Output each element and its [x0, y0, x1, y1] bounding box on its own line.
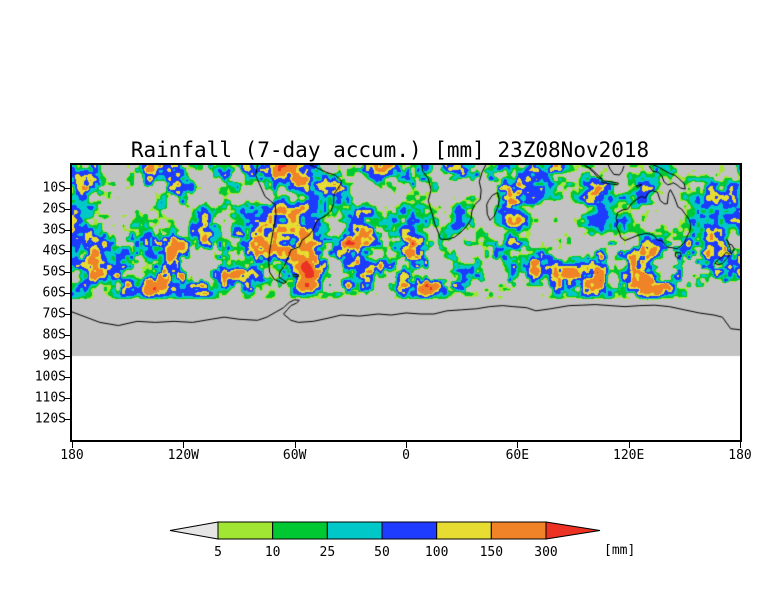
x-tick-label: 120E	[613, 448, 645, 463]
rainfall-map-canvas	[72, 165, 740, 440]
y-axis-tick	[64, 314, 70, 315]
x-axis-tick	[294, 442, 296, 448]
colorbar-level-label: 10	[265, 545, 281, 560]
colorbar: 5 10 25 50 100 150 300	[169, 521, 601, 560]
y-tick-label: 120S	[34, 411, 66, 427]
colorbar-segment	[490, 521, 547, 540]
y-tick-label: 30S	[42, 222, 66, 238]
colorbar-level-label: 150	[480, 545, 503, 560]
y-tick-label: 60S	[42, 285, 66, 301]
y-axis-tick	[64, 230, 70, 231]
y-tick-label: 80S	[42, 327, 66, 343]
y-axis-tick	[64, 335, 70, 336]
x-tick-label: 60W	[282, 448, 307, 463]
colorbar-level-label: 50	[374, 545, 390, 560]
colorbar-level-label: 300	[534, 545, 557, 560]
x-axis-tick	[740, 442, 741, 448]
colorbar-level-label: 100	[425, 545, 448, 560]
y-axis-tick	[64, 356, 70, 357]
y-axis-tick	[64, 251, 70, 252]
y-tick-label: 10S	[42, 180, 66, 196]
map-plot-frame	[70, 163, 742, 442]
colorbar-segment	[381, 521, 438, 540]
y-tick-label: 40S	[42, 243, 66, 259]
y-axis-tick	[64, 188, 70, 189]
colorbar-segment	[326, 521, 383, 540]
y-axis-tick	[64, 293, 70, 294]
x-axis-tick	[183, 442, 185, 448]
x-axis-tick	[517, 442, 519, 448]
x-axis-tick	[72, 442, 73, 448]
colorbar-units-label: [mm]	[604, 543, 636, 558]
x-tick-label: 120W	[167, 448, 199, 463]
y-tick-label: 90S	[42, 348, 66, 364]
x-tick-label: 60E	[505, 448, 530, 463]
x-axis-tick	[406, 442, 407, 448]
y-axis-tick	[64, 398, 70, 399]
y-tick-label: 70S	[42, 306, 66, 322]
y-tick-label: 100S	[34, 369, 66, 385]
x-tick-label: 0	[402, 448, 410, 463]
x-axis-tick	[628, 442, 630, 448]
y-tick-label: 50S	[42, 264, 66, 280]
colorbar-segment	[436, 521, 492, 540]
y-axis-tick	[64, 272, 70, 273]
x-tick-label: 180	[728, 448, 752, 463]
y-tick-label: 110S	[34, 390, 66, 406]
colorbar-segment	[272, 521, 328, 540]
x-tick-label: 180	[60, 448, 84, 463]
y-axis-tick	[64, 419, 70, 420]
colorbar-below-min-arrow	[169, 521, 219, 540]
y-axis-tick	[64, 209, 70, 210]
y-tick-label: 20S	[42, 201, 66, 217]
colorbar-level-label: 5	[214, 545, 222, 560]
colorbar-segment	[217, 521, 274, 540]
chart-title: Rainfall (7-day accum.) [mm] 23Z08Nov201…	[130, 138, 650, 162]
y-axis-tick	[64, 377, 70, 378]
colorbar-above-max-arrow	[545, 521, 601, 540]
colorbar-level-label: 25	[320, 545, 336, 560]
